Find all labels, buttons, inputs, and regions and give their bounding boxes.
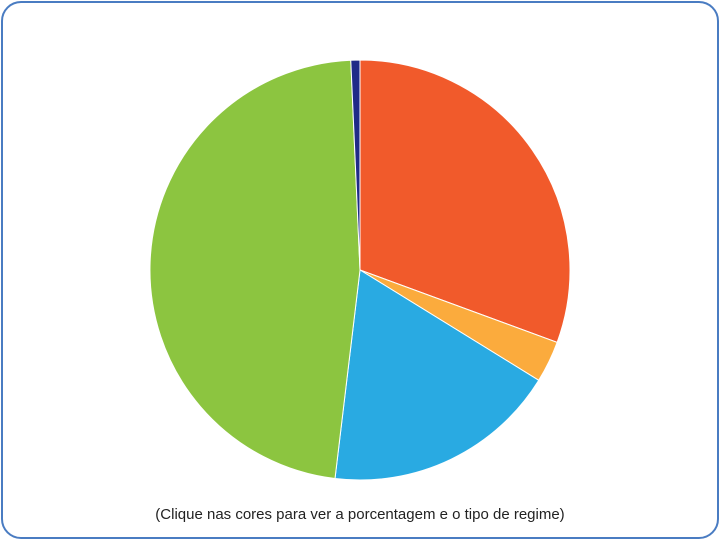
pie-slices bbox=[149, 59, 571, 481]
pie-slice-1[interactable] bbox=[359, 59, 571, 344]
chart-caption: (Clique nas cores para ver a porcentagem… bbox=[155, 506, 565, 523]
pie-slice-4[interactable] bbox=[149, 59, 361, 480]
pie-slice-5[interactable] bbox=[350, 59, 361, 271]
pie-slice-3[interactable] bbox=[334, 269, 540, 481]
